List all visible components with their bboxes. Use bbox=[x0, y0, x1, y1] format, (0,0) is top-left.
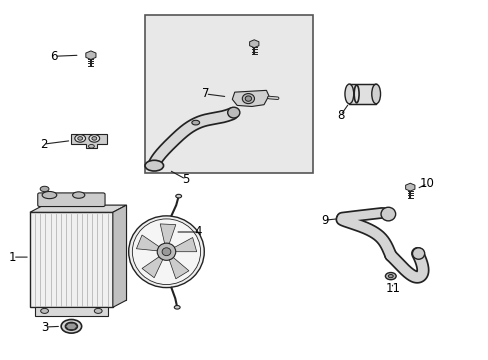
Ellipse shape bbox=[88, 144, 94, 148]
Polygon shape bbox=[169, 257, 188, 279]
Polygon shape bbox=[43, 205, 126, 300]
Ellipse shape bbox=[244, 96, 251, 101]
Text: 6: 6 bbox=[50, 50, 58, 63]
Polygon shape bbox=[174, 238, 196, 252]
Ellipse shape bbox=[65, 322, 77, 330]
Ellipse shape bbox=[92, 136, 97, 140]
Polygon shape bbox=[86, 51, 96, 59]
Text: 11: 11 bbox=[385, 282, 400, 295]
Ellipse shape bbox=[175, 194, 181, 198]
Ellipse shape bbox=[78, 136, 82, 140]
Text: 5: 5 bbox=[182, 173, 189, 186]
Ellipse shape bbox=[145, 160, 163, 171]
Ellipse shape bbox=[412, 248, 424, 259]
Bar bbox=[348, 84, 375, 104]
Text: 1: 1 bbox=[9, 251, 17, 264]
Ellipse shape bbox=[162, 248, 170, 256]
Bar bbox=[30, 212, 113, 307]
Polygon shape bbox=[249, 40, 258, 48]
Ellipse shape bbox=[89, 135, 100, 142]
Text: 9: 9 bbox=[321, 214, 328, 227]
Polygon shape bbox=[232, 90, 268, 107]
Text: 3: 3 bbox=[41, 320, 48, 333]
Text: 2: 2 bbox=[40, 138, 47, 150]
Bar bbox=[35, 307, 108, 316]
Text: 10: 10 bbox=[419, 177, 434, 190]
Text: 7: 7 bbox=[202, 87, 209, 100]
Text: 4: 4 bbox=[194, 225, 202, 238]
Ellipse shape bbox=[157, 243, 175, 260]
Polygon shape bbox=[142, 257, 163, 278]
Polygon shape bbox=[113, 205, 126, 307]
Ellipse shape bbox=[75, 135, 85, 142]
Ellipse shape bbox=[344, 84, 353, 104]
Ellipse shape bbox=[371, 84, 380, 104]
Polygon shape bbox=[160, 224, 176, 244]
Ellipse shape bbox=[42, 192, 57, 199]
Ellipse shape bbox=[94, 309, 102, 314]
Polygon shape bbox=[405, 183, 414, 191]
FancyBboxPatch shape bbox=[38, 193, 105, 207]
Ellipse shape bbox=[174, 306, 180, 309]
Text: 8: 8 bbox=[336, 109, 344, 122]
Ellipse shape bbox=[385, 273, 395, 280]
Ellipse shape bbox=[61, 319, 81, 333]
Ellipse shape bbox=[132, 219, 200, 284]
Polygon shape bbox=[71, 134, 107, 148]
Ellipse shape bbox=[191, 120, 199, 125]
Ellipse shape bbox=[128, 216, 204, 288]
Polygon shape bbox=[136, 235, 159, 251]
Ellipse shape bbox=[227, 107, 240, 118]
Ellipse shape bbox=[41, 309, 48, 314]
Ellipse shape bbox=[242, 94, 254, 104]
Polygon shape bbox=[65, 323, 77, 329]
Ellipse shape bbox=[387, 274, 392, 278]
Ellipse shape bbox=[380, 207, 395, 221]
Polygon shape bbox=[30, 205, 126, 212]
Bar bbox=[144, 15, 312, 173]
Ellipse shape bbox=[40, 186, 49, 192]
Ellipse shape bbox=[73, 192, 84, 198]
